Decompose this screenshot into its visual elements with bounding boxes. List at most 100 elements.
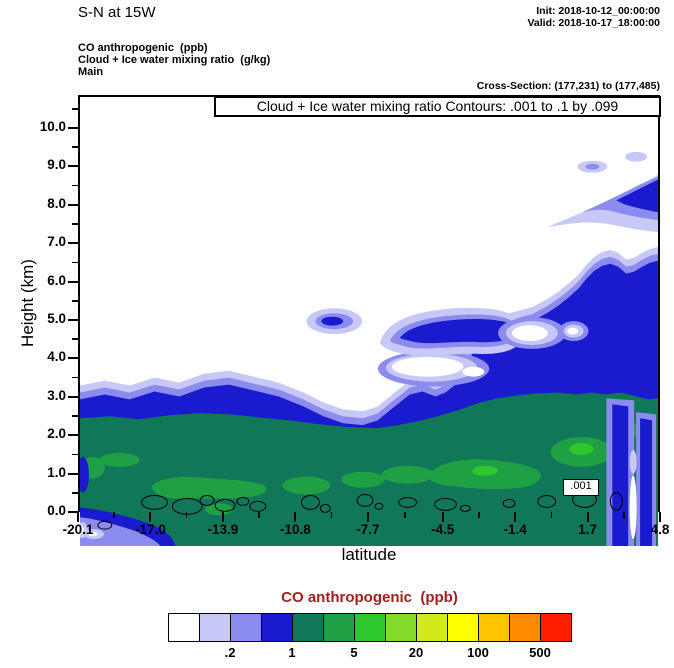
x-tick-major	[514, 512, 517, 522]
y-tick-label: 0.0	[47, 503, 66, 518]
x-tick-minor	[330, 512, 333, 518]
co-green-maxima-shape	[381, 465, 434, 484]
y-tick-major	[68, 165, 78, 168]
x-tick-label: -7.7	[356, 522, 380, 537]
y-axis-label: Height (km)	[18, 259, 37, 347]
legend-swatch	[354, 614, 385, 641]
x-tick-major	[586, 512, 589, 522]
init-time-label: Init: 2018-10-12_00:00:00	[536, 5, 660, 17]
y-tick-minor	[72, 223, 78, 225]
contour-field	[80, 151, 658, 546]
co-green-maxima-shape	[472, 465, 499, 476]
upper-right-detached-band-shape	[616, 179, 658, 213]
contour-info-box: Cloud + Ice water mixing ratio Contours:…	[214, 96, 661, 117]
y-tick-major	[68, 127, 78, 130]
left-edge-blue-streak	[80, 456, 89, 493]
legend-swatch	[385, 614, 416, 641]
x-tick-minor	[623, 512, 625, 518]
isolated-cloud-blob	[306, 308, 363, 335]
y-tick-major	[68, 472, 78, 475]
y-tick-minor	[72, 492, 78, 494]
y-tick-label: 4.0	[47, 349, 66, 365]
legend-swatch	[447, 614, 478, 641]
x-tick-label: -20.1	[62, 522, 94, 537]
legend-boundary-label: 5	[350, 645, 358, 660]
x-tick-major	[441, 512, 444, 522]
co-green-maxima-shape	[151, 476, 267, 499]
cloud-contour-outlines-shape	[97, 520, 113, 530]
y-tick-minor	[72, 184, 78, 187]
isolated-cloud-blob-shape	[321, 316, 344, 326]
cloud-contour-outlines-shape	[502, 498, 516, 508]
y-tick-minor	[72, 261, 78, 264]
legend-swatch	[478, 614, 509, 641]
y-tick-major	[68, 319, 78, 321]
cloud-contour-outlines-shape	[249, 500, 267, 512]
surface-low-co-pocket	[80, 507, 176, 546]
legend-swatch	[199, 614, 230, 641]
white-hole-in-blue	[498, 317, 589, 349]
y-tick-major	[68, 280, 78, 283]
cloud-contour-outlines-shape	[236, 496, 250, 506]
legend-title: CO anthropogenic (ppb)	[281, 589, 458, 606]
cross-section-label: Cross-Section: (177,231) to (177,485)	[476, 80, 660, 92]
x-tick-major	[149, 512, 152, 522]
x-tick-label: -13.9	[207, 522, 239, 537]
y-tick-major	[68, 203, 78, 206]
x-tick-label: 1.7	[578, 522, 597, 537]
cloud-contour-outlines-shape	[214, 498, 236, 512]
low-co-channel-pocket	[377, 350, 490, 387]
y-tick-major	[68, 434, 78, 437]
cloud-contour-outlines-shape	[141, 494, 168, 510]
valid-time-label: Valid: 2018-10-17_18:00:00	[527, 17, 660, 29]
y-tick-minor	[72, 300, 78, 302]
co-green-maxima-shape	[205, 503, 233, 516]
low-co-channel-pocket-shape	[391, 356, 464, 377]
surface-low-co-pocket-shape	[80, 517, 161, 546]
model-domain-label: Main	[78, 66, 104, 78]
legend-boundary-label: 20	[408, 645, 424, 660]
page-title: S-N at 15W	[78, 4, 156, 21]
legend-swatch	[292, 614, 323, 641]
y-tick-label: 5.0	[47, 311, 66, 326]
cloud-contour-outlines-shape	[374, 502, 384, 510]
y-tick-major	[68, 511, 78, 513]
x-tick-label: -4.5	[430, 522, 455, 537]
cloud-contour-outlines-shape	[434, 497, 457, 511]
cloud-contour-outlines-shape	[537, 494, 557, 508]
upper-right-detached-band-shape	[585, 163, 600, 170]
cloud-contour-outlines-shape	[300, 494, 320, 510]
x-tick-major	[221, 512, 224, 522]
cloud-contour-outlines-shape	[459, 504, 471, 512]
legend-boundary-label: 100	[467, 645, 489, 660]
fill-field-label: CO anthropogenic (ppb)	[78, 42, 208, 54]
x-tick-major	[366, 512, 369, 522]
white-hole-in-blue-shape	[567, 327, 579, 335]
legend-swatch	[230, 614, 261, 641]
x-tick-major	[294, 512, 297, 522]
y-tick-label: 6.0	[47, 272, 66, 288]
y-tick-minor	[72, 376, 78, 379]
legend-swatch	[169, 614, 199, 641]
legend-colorbar	[168, 613, 572, 642]
x-tick-label: -17.0	[135, 522, 166, 537]
y-tick-minor	[72, 108, 78, 110]
right-edge-vertical-streaks	[606, 398, 657, 546]
y-tick-label: 3.0	[47, 387, 66, 403]
x-tick-label: 4.8	[650, 522, 670, 537]
y-tick-label: 8.0	[47, 195, 66, 211]
y-tick-label: 1.0	[47, 464, 66, 480]
low-co-channel-pocket-shape	[462, 366, 485, 377]
legend-boundary-label: 500	[529, 645, 551, 660]
x-tick-label: -1.4	[503, 522, 527, 537]
legend-swatch	[509, 614, 540, 641]
x-tick-minor	[258, 512, 260, 518]
legend-swatch	[261, 614, 292, 641]
x-tick-major	[77, 512, 79, 522]
x-tick-minor	[404, 512, 406, 518]
right-edge-vertical-streaks-shape	[629, 475, 637, 540]
contour-info-text: Cloud + Ice water mixing ratio Contours:…	[256, 98, 619, 114]
x-tick-major	[659, 512, 661, 522]
upper-right-detached-band-shape	[625, 151, 648, 162]
